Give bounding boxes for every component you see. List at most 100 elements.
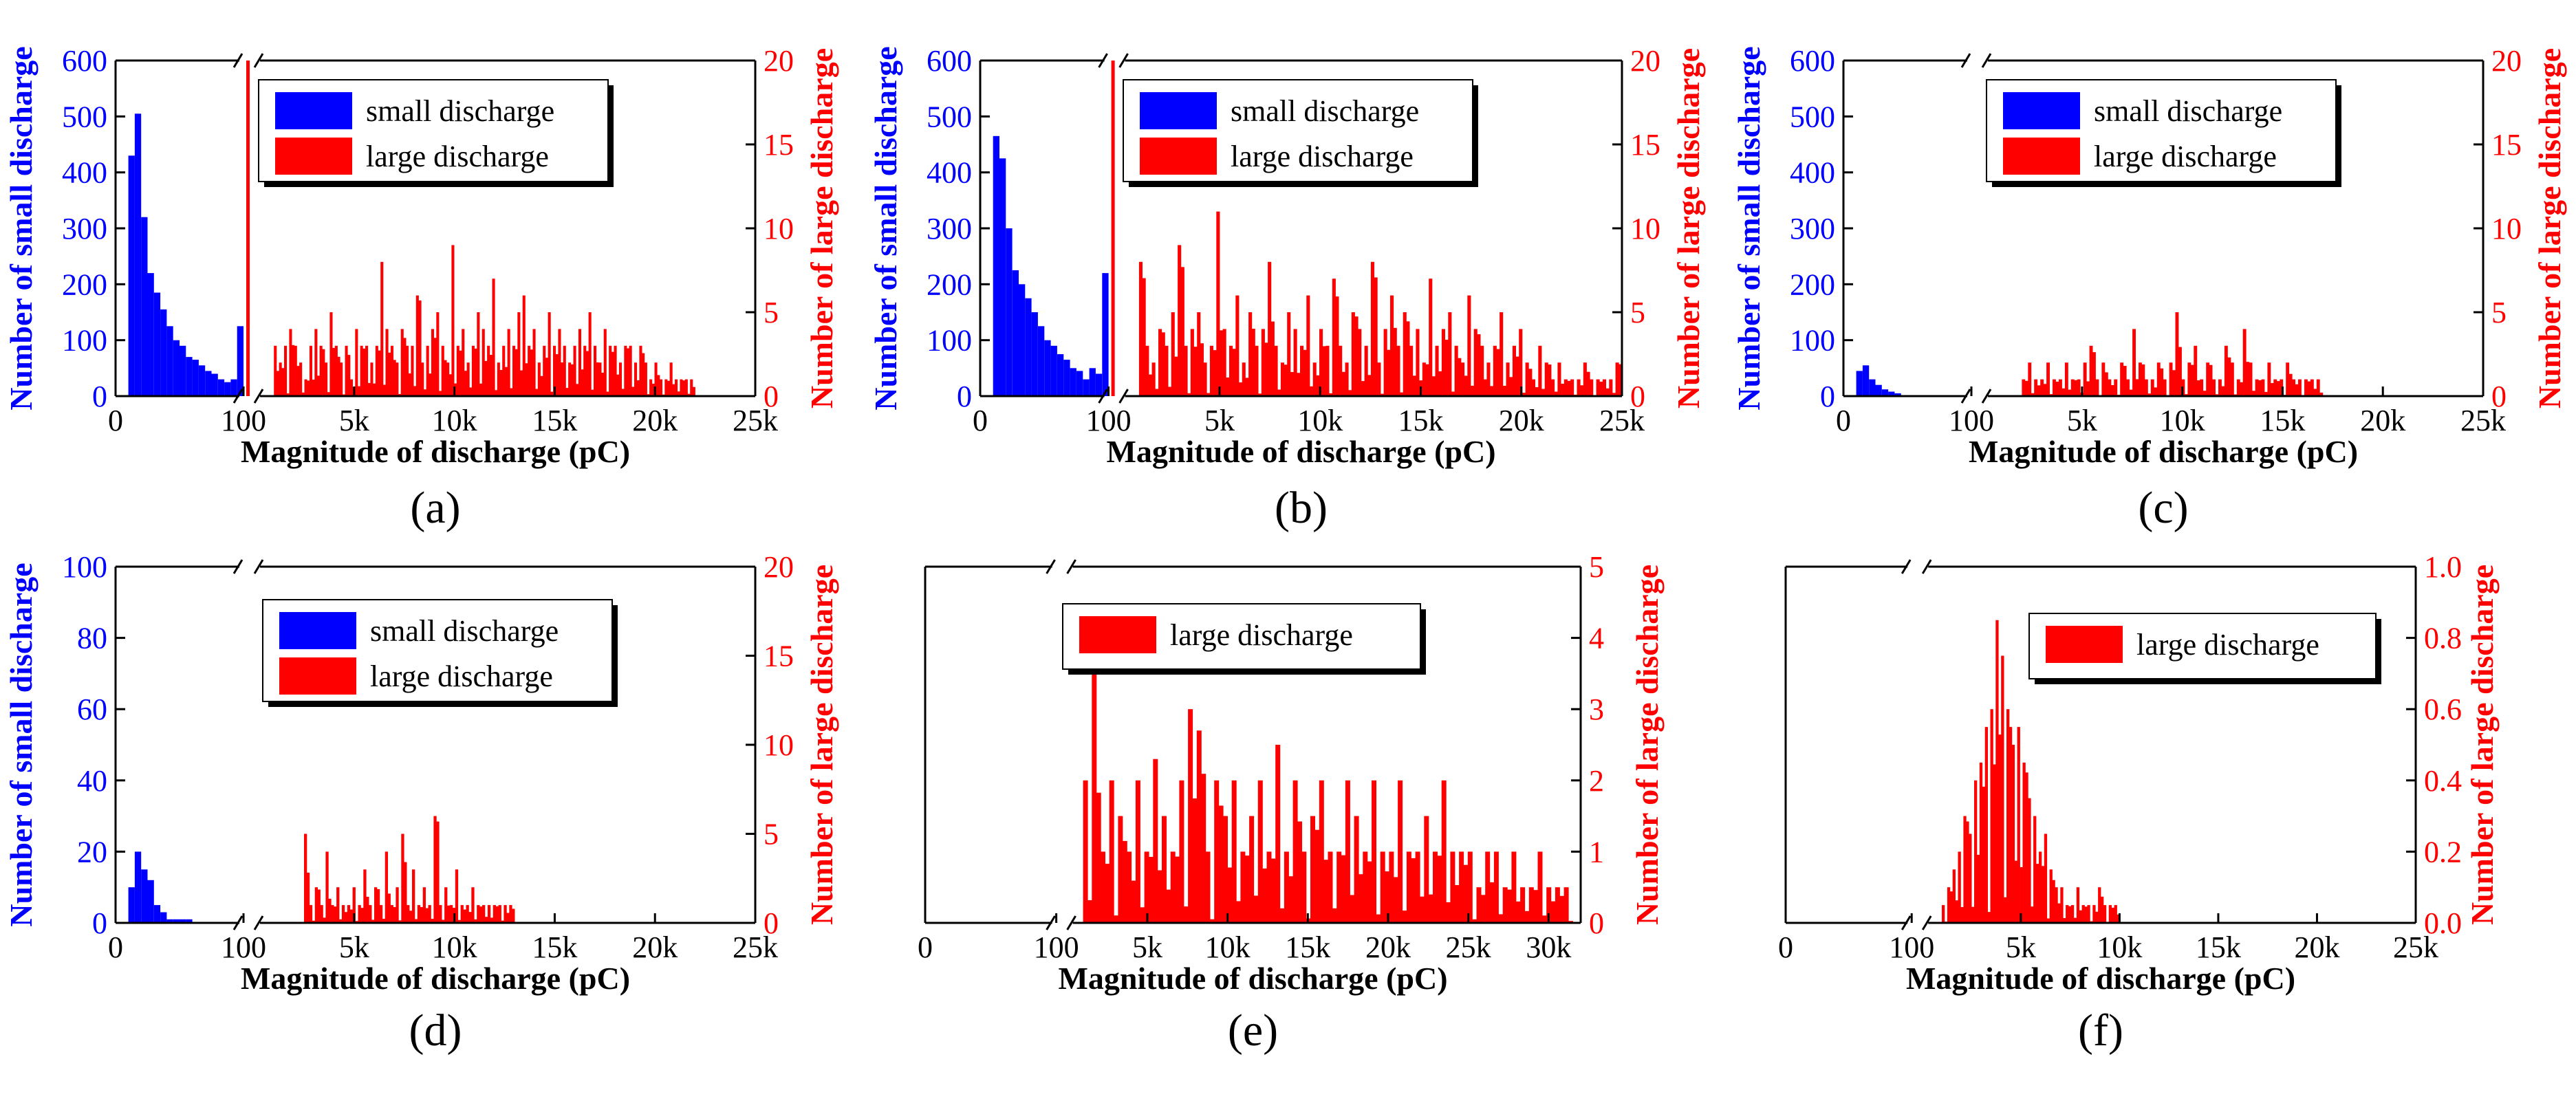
large-discharge-bar (2103, 905, 2107, 923)
large-discharge-bar (448, 374, 452, 396)
right-tick-label: 10 (764, 728, 794, 762)
large-discharge-bar (474, 348, 477, 396)
large-discharge-bar (396, 362, 399, 396)
left-tick-label: 300 (927, 212, 972, 246)
small-discharge-bar (1031, 312, 1038, 396)
large-discharge-bar (1947, 887, 1951, 923)
x-tick-label: 25k (733, 404, 778, 437)
large-discharge-bar (477, 905, 480, 923)
large-discharge-bar (690, 379, 693, 396)
large-discharge-bar (276, 371, 279, 396)
large-discharge-bar (2108, 905, 2112, 923)
x-tick-label: 10k (432, 404, 477, 437)
large-discharge-bar (1952, 869, 1956, 923)
axis-break-mark-top (1901, 559, 1912, 574)
large-discharge-bar (360, 908, 364, 923)
large-discharge-bar (1533, 890, 1539, 923)
left-axis-title: Number of small discharge (3, 563, 39, 926)
large-discharge-bar (2076, 887, 2080, 923)
axis-break-mark-bottom (1066, 915, 1076, 930)
right-tick-label: 0 (2491, 380, 2507, 413)
large-discharge-bar (1292, 780, 1298, 923)
legend-label: large discharge (1231, 140, 1414, 173)
right-tick-label: 5 (764, 818, 779, 851)
large-discharge-bar (431, 919, 434, 923)
large-discharge-bar (1419, 896, 1425, 923)
large-discharge-bar (675, 379, 678, 396)
large-discharge-bar (504, 905, 507, 923)
large-discharge-bar (400, 329, 404, 396)
large-discharge-bar (316, 375, 320, 396)
large-discharge-bar (2020, 866, 2023, 923)
large-discharge-bar (1201, 774, 1206, 923)
large-discharge-bar (289, 329, 292, 396)
large-discharge-bar (2068, 389, 2072, 396)
large-discharge-bar (312, 920, 316, 923)
x-tick-label: 25k (733, 930, 778, 964)
large-discharge-bar (616, 374, 620, 396)
large-discharge-bar (1303, 349, 1307, 396)
large-discharge-bar (1541, 389, 1546, 396)
large-discharge-bar (329, 312, 333, 396)
large-discharge-bar (1583, 362, 1587, 396)
large-discharge-bar (1214, 780, 1220, 923)
large-discharge-bar (2270, 383, 2274, 396)
large-discharge-bar (2063, 918, 2066, 923)
left-tick-label: 500 (62, 100, 107, 133)
large-discharge-bar (2194, 345, 2198, 396)
large-discharge-bar (2022, 762, 2026, 923)
large-discharge-bar (1548, 364, 1552, 396)
large-discharge-bar (466, 905, 469, 923)
legend-swatch (1140, 138, 1217, 175)
left-axis-title: Number of small discharge (868, 46, 903, 410)
small-discharge-bar (1881, 389, 1889, 396)
large-discharge-bar (1507, 889, 1512, 923)
large-discharge-bar (309, 905, 313, 923)
large-discharge-bar (601, 373, 605, 396)
x-tick-label: 15k (1398, 404, 1443, 437)
large-discharge-bar (1550, 901, 1556, 923)
large-discharge-bar (449, 905, 453, 923)
right-tick-label: 15 (1630, 128, 1660, 162)
large-discharge-bar (2052, 880, 2055, 923)
small-discharge-bar (1044, 340, 1051, 396)
large-discharge-bar (279, 362, 282, 396)
large-discharge-bar (442, 919, 445, 923)
large-discharge-bar (385, 329, 389, 396)
large-discharge-bar (603, 329, 607, 396)
large-discharge-bar (1551, 379, 1555, 396)
large-discharge-bar (2141, 364, 2145, 396)
large-discharge-bar (1480, 345, 1484, 396)
x-axis-title: Magnitude of discharge (pC) (1058, 961, 1447, 996)
large-discharge-bar (1577, 379, 1581, 396)
small-discharge-bar (180, 919, 186, 923)
large-discharge-bar (320, 905, 323, 923)
large-discharge-bar (501, 920, 504, 923)
large-discharge-bar (325, 851, 329, 923)
large-discharge-bar (624, 345, 627, 396)
small-discharge-bar (224, 382, 231, 396)
large-discharge-bar (1345, 780, 1350, 923)
large-discharge-bar (401, 833, 404, 923)
large-discharge-bar (1148, 857, 1154, 923)
large-discharge-bar (1559, 895, 1565, 923)
legend-swatch (275, 138, 352, 175)
x-tick-label: 20k (632, 930, 678, 964)
large-discharge-bar (1319, 780, 1324, 923)
small-discharge-bar (141, 869, 148, 923)
left-tick-label: 400 (927, 156, 972, 190)
large-discharge-bar (2087, 905, 2090, 923)
axis-break-mark-bottom (1981, 389, 1992, 404)
large-discharge-bar (1544, 362, 1548, 396)
large-discharge-bar (371, 919, 375, 923)
x-tick-label: 15k (1285, 930, 1330, 964)
large-discharge-bar (292, 345, 295, 396)
large-discharge-bar (349, 379, 353, 396)
small-discharge-bar (166, 326, 173, 396)
large-discharge-bar (404, 862, 407, 923)
large-discharge-bar (2147, 393, 2152, 396)
large-discharge-bar (2083, 362, 2087, 396)
large-discharge-bar (535, 389, 539, 396)
large-discharge-bar (598, 362, 602, 396)
large-discharge-bar (1213, 350, 1217, 396)
